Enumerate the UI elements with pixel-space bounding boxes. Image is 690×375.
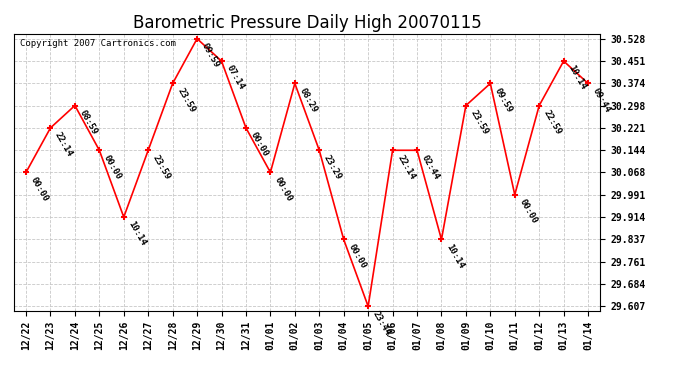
Text: 22:14: 22:14 xyxy=(53,130,75,159)
Text: 23:44: 23:44 xyxy=(371,309,392,337)
Text: 10:14: 10:14 xyxy=(566,64,588,92)
Text: 00:00: 00:00 xyxy=(102,153,124,181)
Text: 00:00: 00:00 xyxy=(346,242,368,270)
Text: 00:00: 00:00 xyxy=(29,175,50,203)
Text: 00:00: 00:00 xyxy=(518,198,539,225)
Text: 00:00: 00:00 xyxy=(273,175,295,203)
Text: Copyright 2007 Cartronics.com: Copyright 2007 Cartronics.com xyxy=(19,39,175,48)
Text: 22:14: 22:14 xyxy=(395,153,417,181)
Text: 23:59: 23:59 xyxy=(151,153,172,181)
Text: 08:59: 08:59 xyxy=(78,108,99,136)
Text: 09:59: 09:59 xyxy=(493,86,514,114)
Text: 10:14: 10:14 xyxy=(444,242,466,270)
Title: Barometric Pressure Daily High 20070115: Barometric Pressure Daily High 20070115 xyxy=(132,14,482,32)
Text: 09:44: 09:44 xyxy=(591,86,612,114)
Text: 08:29: 08:29 xyxy=(297,86,319,114)
Text: 23:29: 23:29 xyxy=(322,153,344,181)
Text: 23:59: 23:59 xyxy=(175,86,197,114)
Text: 09:59: 09:59 xyxy=(200,42,221,69)
Text: 10:14: 10:14 xyxy=(126,220,148,248)
Text: 07:14: 07:14 xyxy=(224,64,246,92)
Text: 23:59: 23:59 xyxy=(469,108,490,136)
Text: 00:00: 00:00 xyxy=(248,130,270,159)
Text: 22:59: 22:59 xyxy=(542,108,563,136)
Text: 02:44: 02:44 xyxy=(420,153,441,181)
